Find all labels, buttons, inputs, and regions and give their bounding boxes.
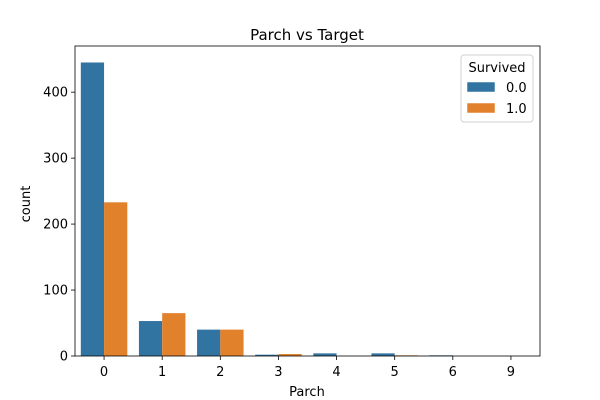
bar-0-series-0 (80, 62, 105, 357)
y-tick-label-100: 100 (43, 284, 68, 299)
bar-3-series-1 (278, 354, 302, 356)
bar-5-series-0 (371, 353, 395, 356)
x-tick-label-6: 6 (449, 365, 457, 380)
legend-swatch-series-0 (466, 81, 496, 93)
x-axis: 0 1 2 3 4 5 6 9 (100, 356, 515, 380)
x-tick-label-4: 4 (332, 365, 340, 380)
x-axis-label: Parch (289, 385, 325, 400)
y-tick-label-0: 0 (60, 350, 68, 365)
legend-swatch-series-1 (466, 102, 496, 114)
plot-area (74, 45, 541, 357)
bar-4-series-0 (313, 353, 337, 356)
bar-2-series-1 (220, 329, 244, 356)
chart-title: Parch vs Target (250, 26, 364, 44)
y-axis-label: count (19, 186, 34, 223)
legend-label-series-0: 0.0 (506, 81, 527, 96)
y-axis: 0 100 200 300 400 (43, 86, 75, 365)
bar-0-series-1 (104, 202, 128, 356)
y-tick-label-300: 300 (43, 152, 68, 167)
x-tick-label-2: 2 (216, 365, 224, 380)
legend-title: Survived (468, 61, 525, 76)
y-tick-label-400: 400 (43, 86, 68, 101)
legend: Survived 0.0 1.0 (460, 54, 534, 123)
x-tick-label-1: 1 (158, 365, 166, 380)
bar-1-series-0 (138, 321, 163, 356)
x-tick-label-3: 3 (274, 365, 282, 380)
x-tick-label-9: 9 (507, 365, 515, 380)
plot-frame (74, 45, 541, 357)
x-tick-label-5: 5 (391, 365, 399, 380)
y-tick-label-200: 200 (43, 218, 68, 233)
bar-3-series-0 (255, 354, 279, 356)
bar-1-series-1 (162, 313, 186, 356)
x-tick-label-0: 0 (100, 365, 108, 380)
legend-label-series-1: 1.0 (506, 102, 527, 117)
bar-2-series-0 (197, 329, 221, 356)
